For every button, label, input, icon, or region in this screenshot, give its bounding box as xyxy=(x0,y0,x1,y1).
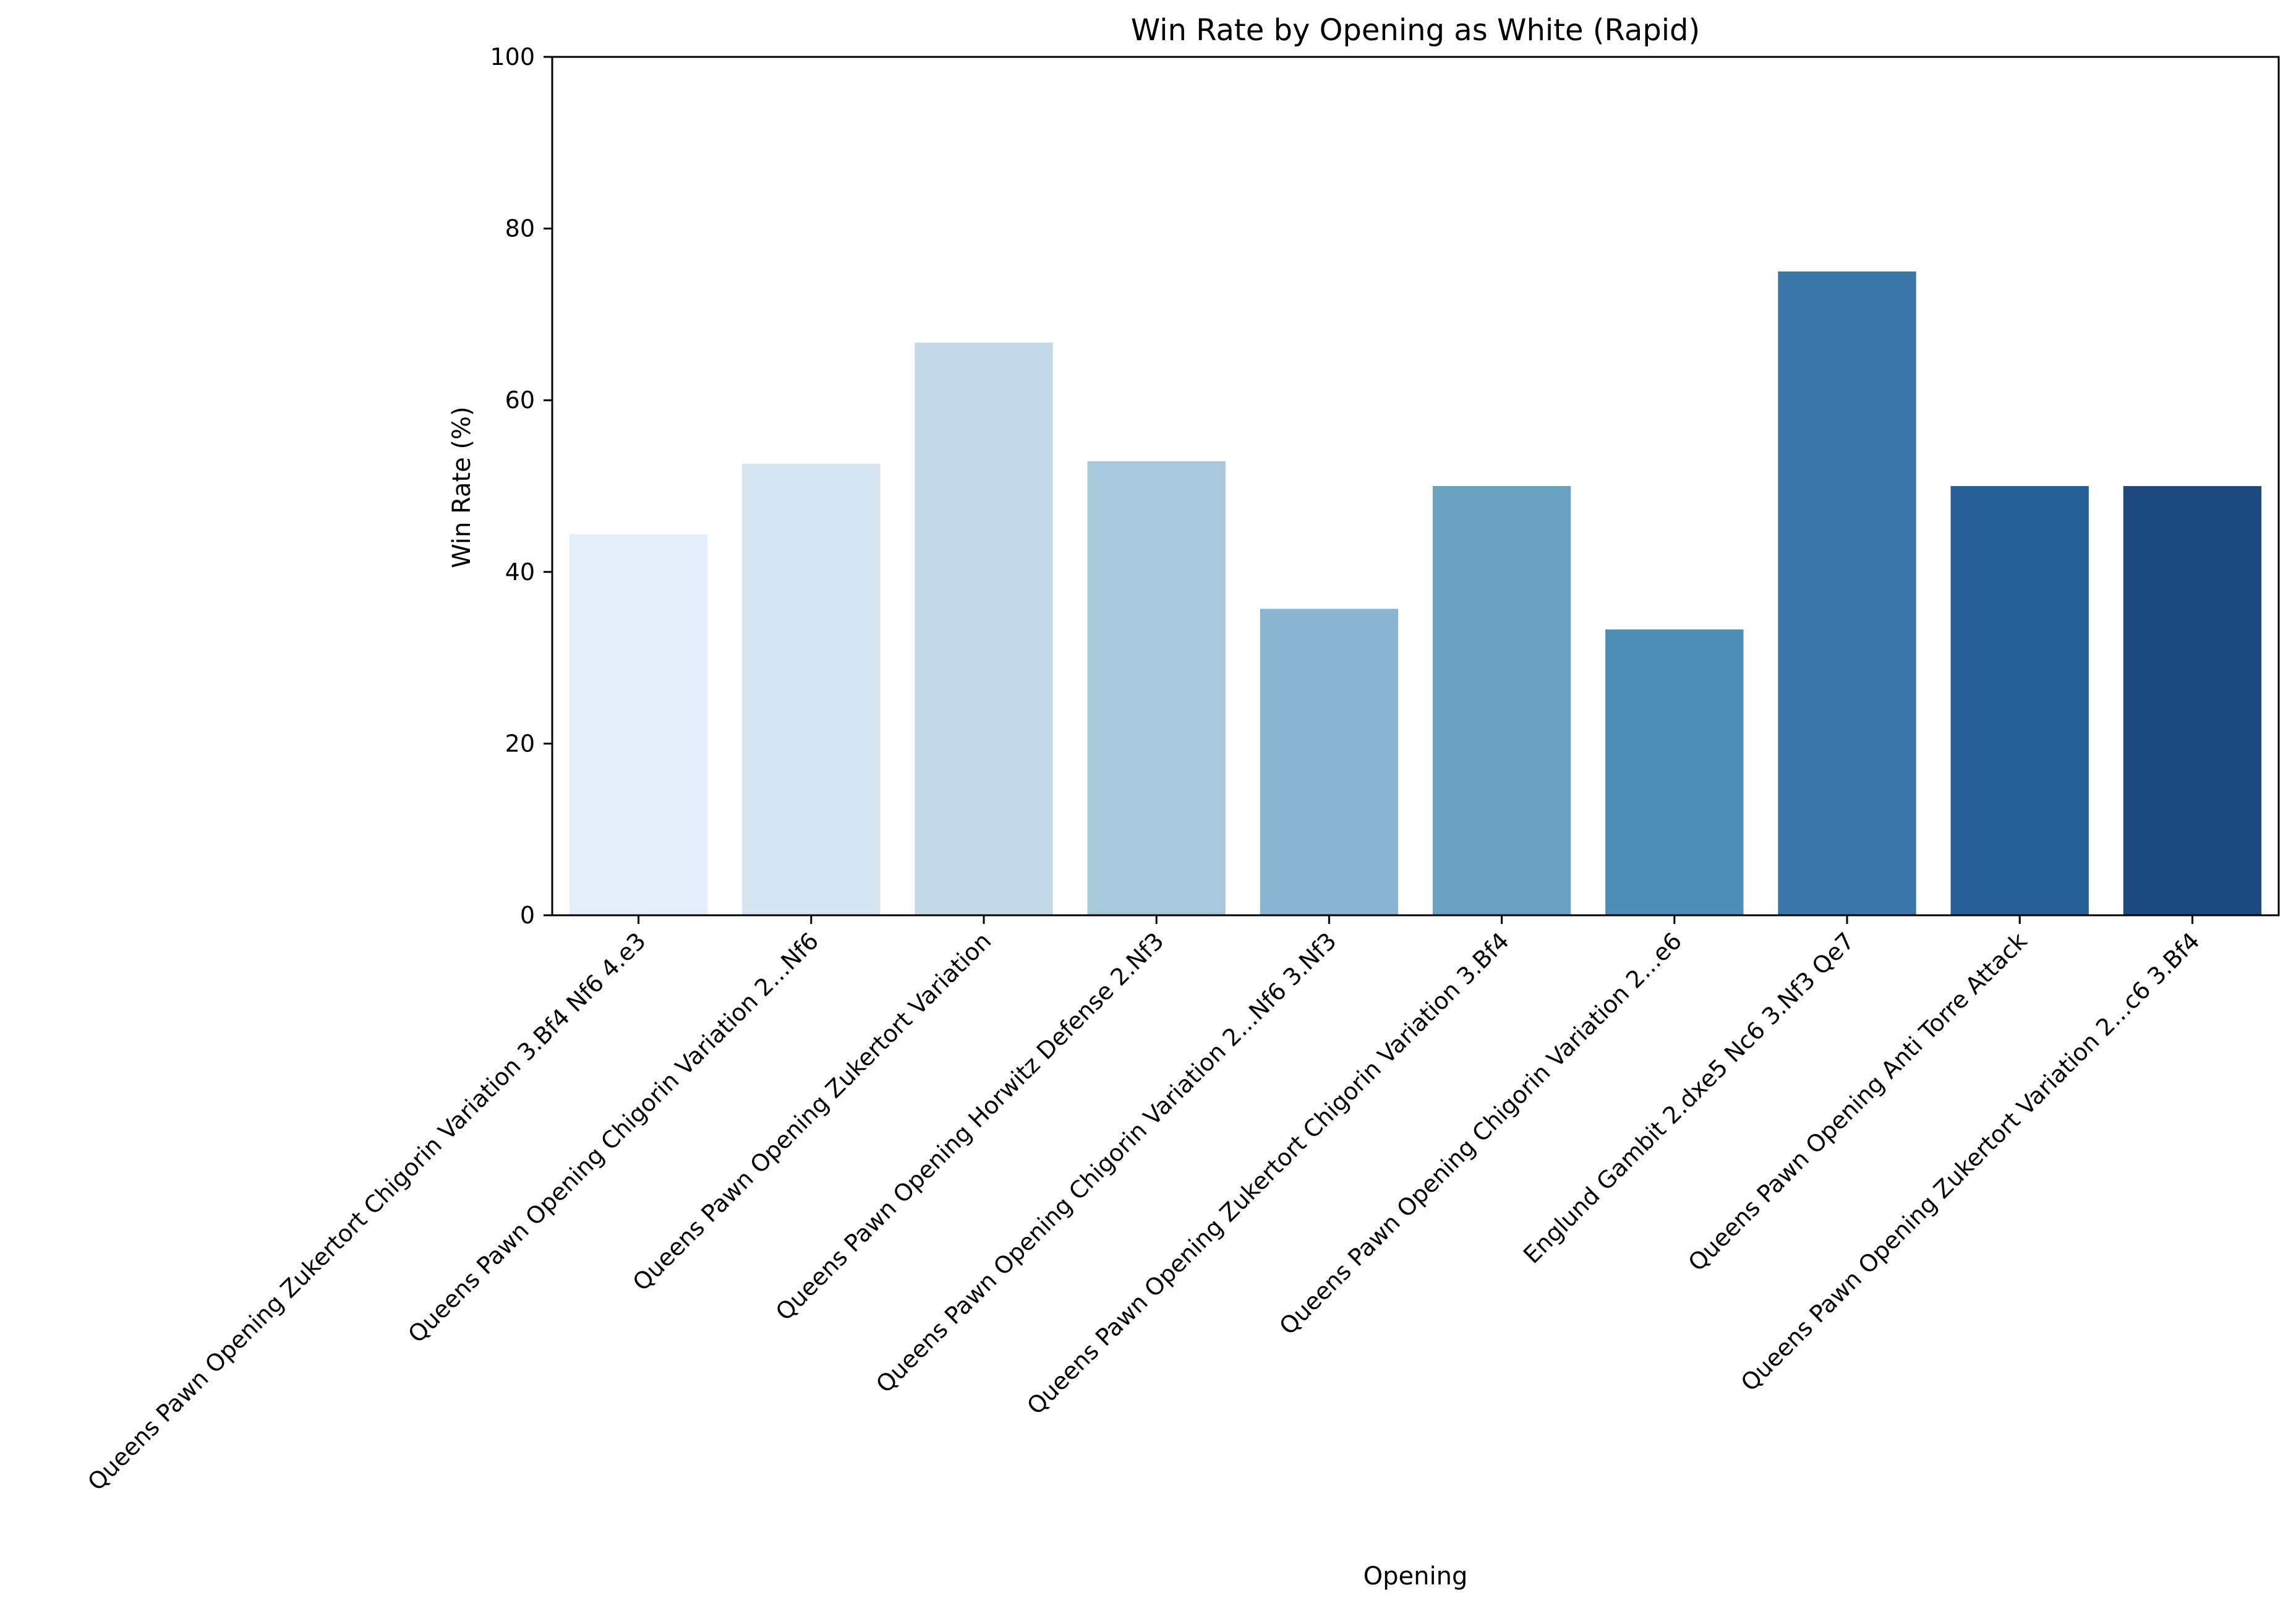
bar xyxy=(1087,461,1226,915)
y-tick-label: 60 xyxy=(505,387,535,414)
x-axis-label: Opening xyxy=(1364,1562,1468,1591)
y-tick-label: 40 xyxy=(505,558,535,586)
chart-title: Win Rate by Opening as White (Rapid) xyxy=(1131,13,1701,48)
bar xyxy=(1950,486,2089,915)
x-tick-label: Queens Pawn Opening Anti Torre Attack xyxy=(1683,927,2033,1276)
y-axis-ticks: 0 20 40 60 80 100 xyxy=(490,43,552,929)
bar xyxy=(742,463,881,915)
x-axis-ticks: Queens Pawn Opening Zukertort Chigorin V… xyxy=(82,915,2205,1496)
y-axis-label: Win Rate (%) xyxy=(448,406,476,568)
y-tick-label: 100 xyxy=(490,43,535,71)
bar xyxy=(569,534,708,915)
x-tick-label: Queens Pawn Opening Zukertort Variation xyxy=(628,927,997,1296)
bar xyxy=(915,343,1053,915)
x-tick-label: Queens Pawn Opening Horwitz Defense 2.Nf… xyxy=(770,927,1169,1326)
x-tick-label: Queens Pawn Opening Chigorin Variation 2… xyxy=(1274,927,1687,1340)
y-tick-label: 80 xyxy=(505,215,535,242)
bar xyxy=(2123,486,2262,915)
plot-frame xyxy=(551,56,2280,917)
bars-group xyxy=(569,271,2262,915)
bar xyxy=(1778,271,1916,915)
y-tick-label: 0 xyxy=(520,902,535,929)
x-tick-label: Englund Gambit 2.dxe5 Nc6 3.Nf3 Qe7 xyxy=(1518,927,1859,1268)
bar xyxy=(1605,629,1744,915)
bar xyxy=(1432,486,1571,915)
x-tick-label: Queens Pawn Opening Chigorin Variation 2… xyxy=(403,927,824,1348)
bar xyxy=(1260,609,1399,915)
y-tick-label: 20 xyxy=(505,730,535,757)
x-tick-label: Queens Pawn Opening Zukertort Chigorin V… xyxy=(82,927,651,1496)
